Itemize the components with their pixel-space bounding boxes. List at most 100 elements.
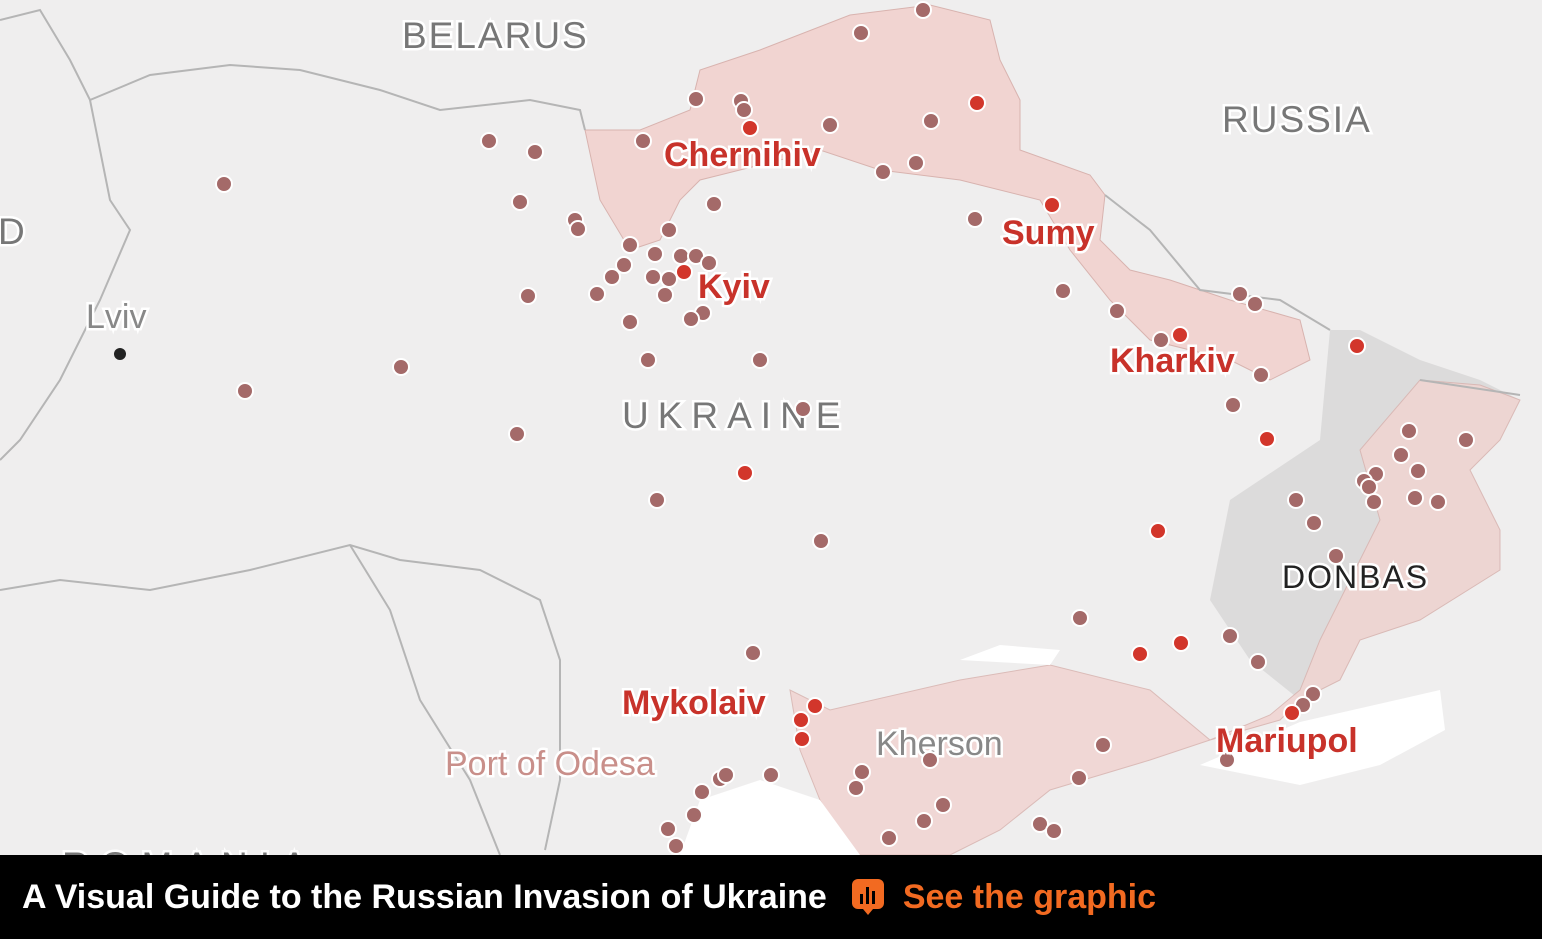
city-label: Kharkiv [1110,342,1235,380]
event-marker [1070,769,1088,787]
city-label: Mykolaiv [622,684,766,722]
event-marker [1348,337,1366,355]
event-marker [1392,446,1410,464]
event-marker [644,268,662,286]
banner-title: A Visual Guide to the Russian Invasion o… [22,877,827,916]
event-marker [907,154,925,172]
event-marker [741,119,759,137]
event-marker [1365,493,1383,511]
event-marker [1171,326,1189,344]
event-marker [1045,822,1063,840]
event-marker [812,532,830,550]
graphic-link[interactable]: See the graphic [902,877,1157,916]
lviv-dot [114,348,126,360]
event-marker [1429,493,1447,511]
country-label: ROMANIA [62,845,319,855]
event-marker [792,711,810,729]
event-marker [603,268,621,286]
markers [215,1,1475,855]
event-marker [1457,431,1475,449]
event-marker [1258,430,1276,448]
event-marker [392,358,410,376]
event-marker [215,175,233,193]
event-marker [915,812,933,830]
city-label: Chernihiv [664,136,821,174]
event-marker [821,116,839,134]
event-marker [1031,815,1049,833]
event-marker [793,730,811,748]
event-marker [1131,645,1149,663]
country-label: BELARUS [402,15,589,56]
event-marker [1409,462,1427,480]
country-label: UKRAINE [622,395,849,436]
event-marker [569,220,587,238]
event-marker [852,24,870,42]
event-marker [519,287,537,305]
place-label: Kherson [876,725,1003,763]
event-marker [1400,422,1418,440]
event-marker [511,193,529,211]
event-marker [705,195,723,213]
event-marker [1172,634,1190,652]
region-label: DONBAS [1282,559,1429,595]
event-marker [667,837,685,855]
city-label: Kyiv [698,268,770,306]
event-marker [880,829,898,847]
event-marker [922,112,940,130]
event-marker [762,766,780,784]
place-label: Lviv [86,298,146,336]
event-marker [1287,491,1305,509]
event-marker [1152,331,1170,349]
event-marker [615,256,633,274]
event-marker [693,783,711,801]
event-marker [1043,196,1061,214]
event-marker [672,247,690,265]
event-marker [1246,295,1264,313]
country-label: RUSSIA [1222,99,1372,140]
event-marker [1360,478,1378,496]
event-marker [656,286,674,304]
event-marker [794,400,812,418]
city-label: Mariupol [1216,722,1358,760]
event-marker [648,491,666,509]
occupied-north [584,4,1311,381]
country-label: D [0,211,27,252]
event-marker [646,245,664,263]
event-marker [1305,514,1323,532]
event-marker [1221,627,1239,645]
graphic-icon[interactable] [851,878,885,916]
map: BELARUS RUSSIA UKRAINE DONBAS ROMANIA D … [0,1,1521,855]
event-marker [914,1,932,19]
event-marker [1406,489,1424,507]
event-marker [621,313,639,331]
event-marker [1224,396,1242,414]
event-marker [874,163,892,181]
event-marker [1304,685,1322,703]
event-marker [717,766,735,784]
event-marker [236,382,254,400]
event-marker [508,425,526,443]
event-marker [1283,704,1301,722]
event-marker [687,90,705,108]
event-marker [1094,736,1112,754]
event-marker [700,254,718,272]
event-marker [806,697,824,715]
event-marker [621,236,639,254]
event-marker [1249,653,1267,671]
occupied-south [789,379,1521,855]
event-marker [1071,609,1089,627]
event-marker [588,285,606,303]
event-marker [853,763,871,781]
event-marker [639,351,657,369]
sea [680,645,1445,855]
event-marker [751,351,769,369]
event-marker [847,779,865,797]
event-marker [682,310,700,328]
event-marker [1149,522,1167,540]
event-marker [480,132,498,150]
event-marker [1054,282,1072,300]
event-marker [736,464,754,482]
event-marker [1327,547,1345,565]
borders [0,8,1521,855]
event-marker [1218,751,1236,769]
